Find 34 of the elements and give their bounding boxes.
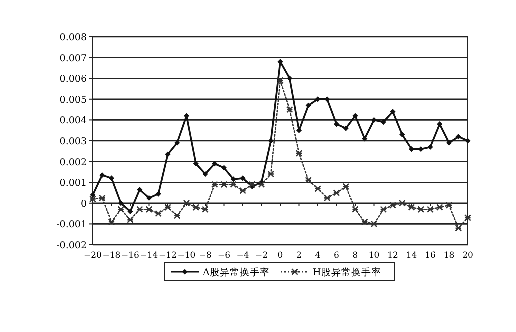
y-tick-label: 0.007 [60, 53, 87, 64]
x-tick-label: 6 [334, 251, 340, 261]
x-tick-label: 18 [444, 251, 455, 261]
x-tick-label: −6 [218, 251, 231, 261]
x-tick-label: 16 [425, 251, 436, 261]
x-tick-label: 14 [406, 251, 418, 261]
x-tick-label: 10 [368, 251, 380, 261]
x-tick-label: 4 [315, 251, 321, 261]
x-tick-label: −14 [140, 251, 158, 261]
x-tick-label: 0 [278, 251, 284, 261]
x-tick-label: 2 [296, 251, 302, 261]
y-tick-label: 0.008 [60, 32, 87, 44]
x-tick-label: −18 [102, 251, 121, 261]
x-tick-label: −2 [255, 251, 268, 261]
x-tick-label: −10 [178, 251, 196, 261]
x-tick-label: 20 [462, 251, 474, 261]
y-tick-label: 0.001 [60, 178, 87, 190]
x-tick-label: 12 [388, 251, 398, 261]
y-tick-label: -0.001 [56, 220, 87, 231]
x-tick-label: −12 [159, 251, 177, 261]
y-tick-label: 0.004 [60, 116, 87, 127]
legend-label: A股异常换手率 [202, 266, 270, 278]
x-tick-label: −20 [84, 251, 102, 261]
y-tick-label: 0.002 [60, 157, 87, 168]
x-tick-label: 8 [352, 251, 358, 261]
x-tick-label: −16 [122, 251, 140, 261]
y-tick-label: 0.003 [60, 136, 87, 148]
y-tick-label: 0.005 [60, 94, 87, 106]
x-tick-label: −8 [199, 251, 212, 261]
y-tick-label: -0.002 [56, 240, 87, 252]
y-tick-label: 0 [80, 198, 87, 210]
legend-label: H股异常换手率 [313, 266, 382, 278]
y-tick-label: 0.006 [60, 74, 87, 86]
x-tick-label: −4 [236, 251, 250, 261]
